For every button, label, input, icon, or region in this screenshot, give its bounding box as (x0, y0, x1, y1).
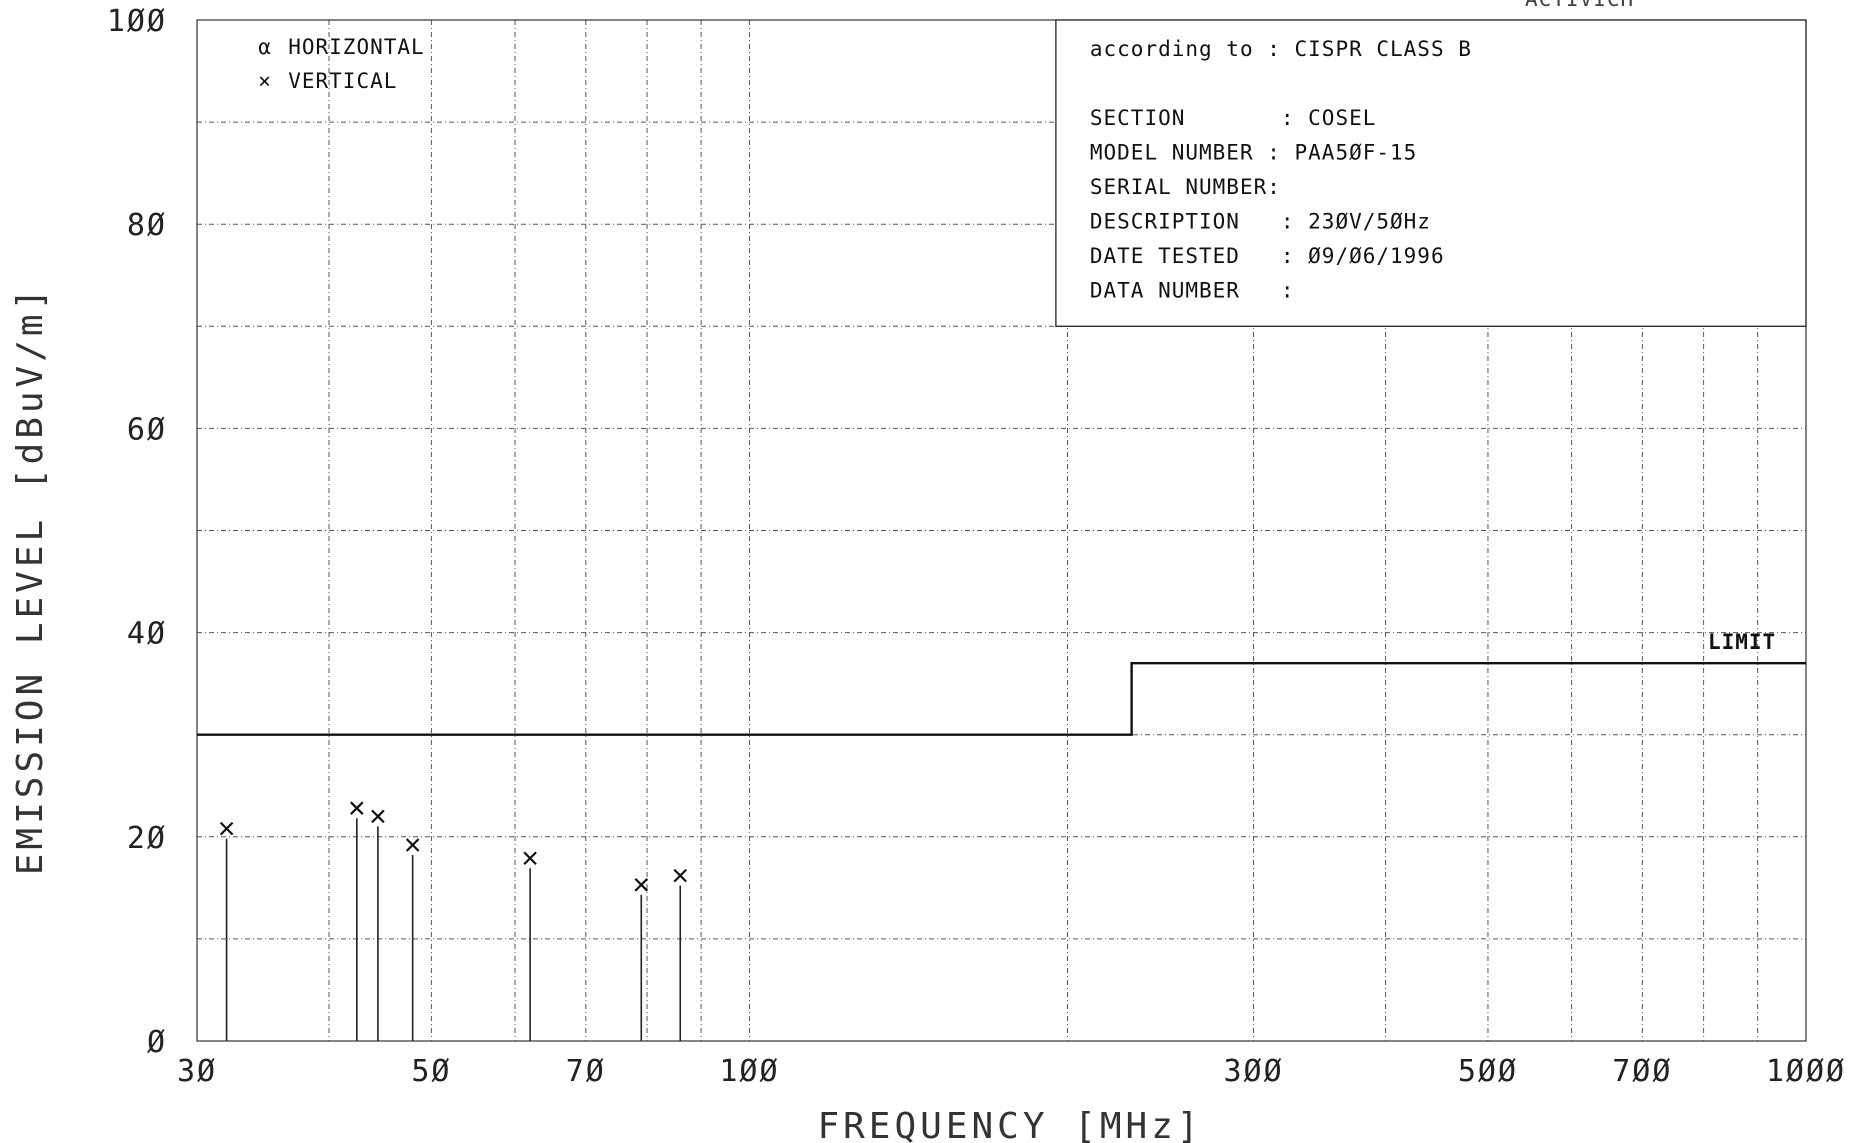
marker-stroke (634, 878, 649, 892)
y-tick-label: 6Ø (127, 412, 167, 447)
marker-stroke (405, 838, 420, 852)
x-tick-label: 1ØØØ (1766, 1054, 1846, 1089)
info-box: according to : CISPR CLASS B SECTION : CO… (1055, 19, 1807, 327)
vertical-point (634, 878, 649, 892)
marker-stroke (219, 821, 234, 836)
y-tick-label: 4Ø (127, 617, 167, 652)
y-tick-label: Ø (147, 1025, 167, 1060)
info-box-border (1055, 19, 1807, 327)
x-axis-title: FREQUENCY [MHz] (817, 1106, 1202, 1143)
vertical-point (371, 809, 385, 824)
tick-labels: 3Ø 5Ø 7Ø 1ØØ 3ØØ 5ØØ 7ØØ 1ØØØ Ø 2Ø 4Ø 6Ø 8Ø 1ØØ α HORIZ… (107, 4, 1846, 1089)
info-line: SERIAL NUMBER: (1090, 175, 1281, 199)
info-line: SECTION : COSEL (1090, 106, 1377, 130)
limit-label: LIMIT (1708, 630, 1776, 654)
vertical-point (405, 838, 420, 852)
limit-path (197, 662, 1806, 736)
legend-symbol: α (258, 35, 272, 59)
y-tick-label: 2Ø (127, 821, 167, 856)
y-tick-label: 8Ø (127, 208, 167, 243)
x-tick-label: 5Ø (411, 1054, 451, 1089)
vertical-markers (219, 801, 688, 892)
marker-stroke (371, 809, 385, 824)
info-line: DATA NUMBER : (1090, 279, 1295, 303)
marker-stroke (523, 851, 537, 866)
corner-text: ACTIVICH (1525, 0, 1634, 11)
y-axis-title: EMISSION LEVEL [dBuV/m] (10, 285, 51, 876)
info-line: DATE TESTED : Ø9/Ø6/1996 (1090, 244, 1445, 268)
x-tick-label: 1ØØ (719, 1054, 779, 1089)
vertical-point (673, 868, 688, 883)
marker-stroke (673, 868, 688, 883)
legend-symbol: × (258, 69, 272, 93)
vertical-point (523, 851, 537, 866)
vertical-point (350, 801, 364, 815)
emission-stems (225, 818, 682, 1041)
legend-label: HORIZONTAL (288, 35, 424, 59)
y-tick-label: 1ØØ (107, 4, 167, 39)
legend-label: VERTICAL (288, 69, 397, 93)
legend: α HORIZONTAL × VERTICAL (258, 35, 424, 93)
x-tick-label: 7Ø (566, 1054, 606, 1089)
limit-line: LIMIT (197, 630, 1806, 736)
info-line: DESCRIPTION : 23ØV/5ØHz (1090, 210, 1431, 234)
info-line: according to : CISPR CLASS B (1090, 37, 1472, 61)
x-tick-label: 3ØØ (1223, 1054, 1283, 1089)
plot-frame (196, 19, 1807, 1042)
vertical-point (219, 821, 234, 836)
x-tick-label: 3Ø (177, 1054, 217, 1089)
marker-stroke (350, 801, 364, 815)
info-line: MODEL NUMBER : PAA5ØF-15 (1090, 141, 1417, 165)
x-tick-label: 5ØØ (1458, 1054, 1518, 1089)
plot-border (196, 19, 1807, 1042)
x-tick-label: 7ØØ (1612, 1054, 1672, 1089)
